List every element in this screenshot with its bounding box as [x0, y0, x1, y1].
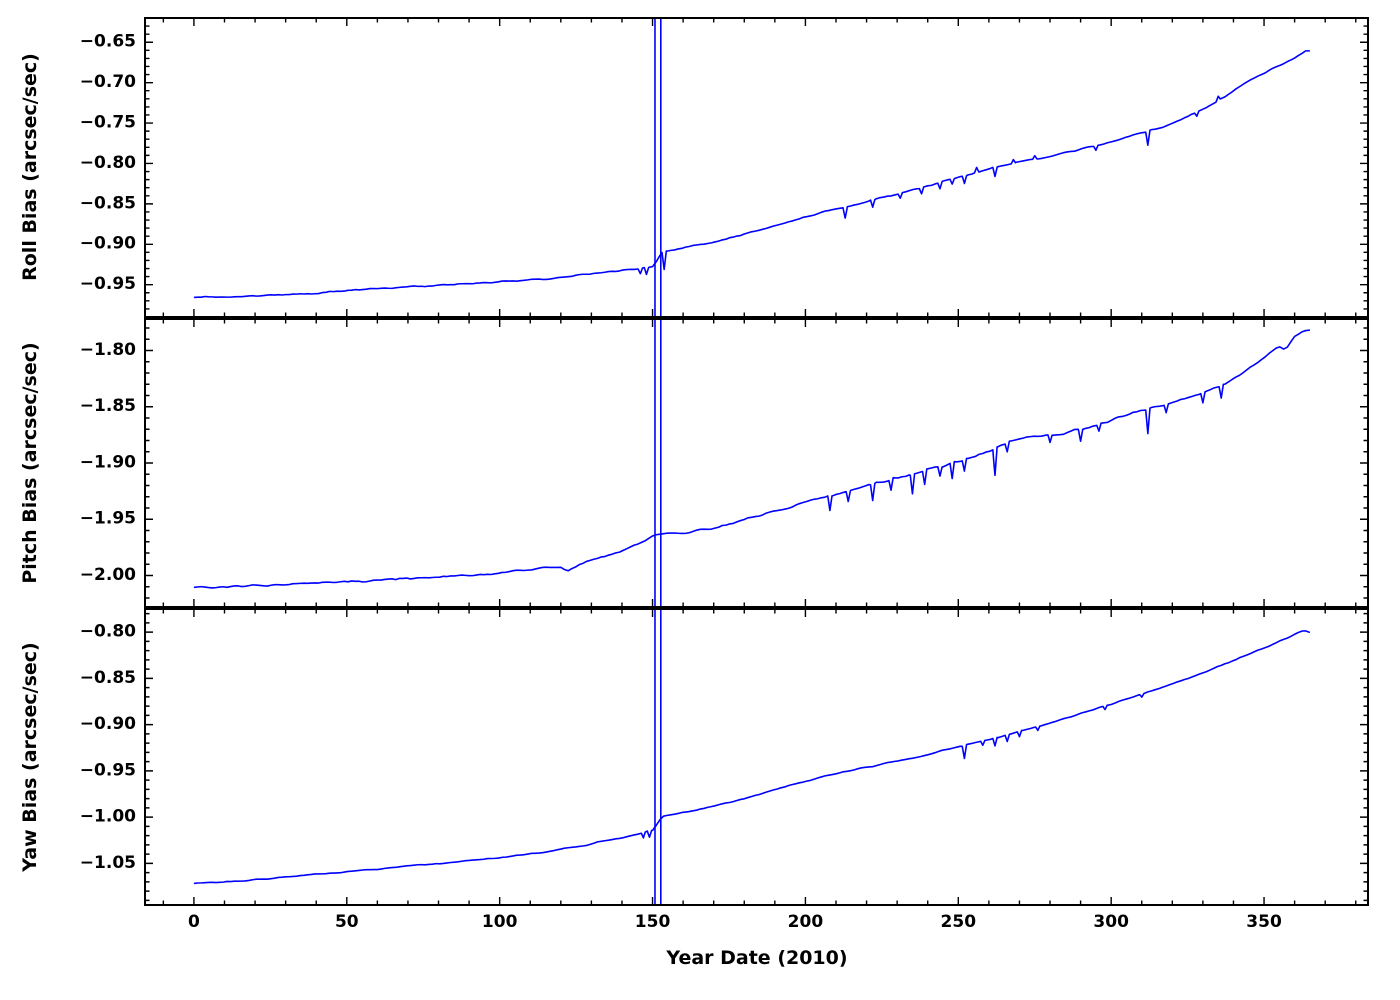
ylabel-pitch-bias: Pitch Bias (arcsec/sec)	[19, 342, 41, 584]
xlabel-year-date: Year Date (2010)	[666, 947, 848, 969]
ylabel-roll-bias: Roll Bias (arcsec/sec)	[19, 53, 41, 281]
ylabel-yaw-bias: Yaw Bias (arcsec/sec)	[19, 642, 41, 872]
